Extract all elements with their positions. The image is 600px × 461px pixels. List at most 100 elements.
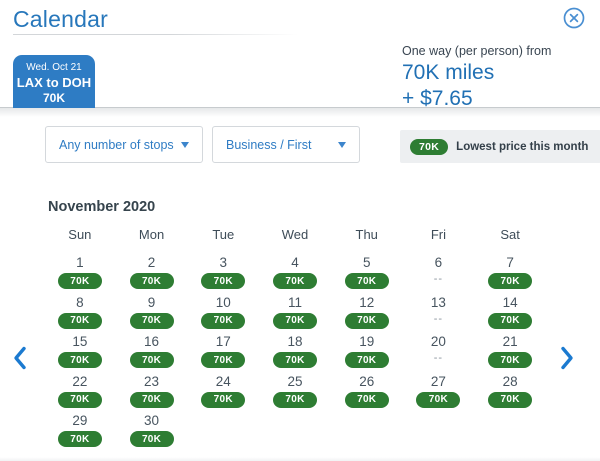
day-number: 7 bbox=[506, 255, 514, 270]
calendar-day-cell[interactable]: 25 70K bbox=[259, 374, 331, 414]
calendar-day-cell[interactable]: 28 70K bbox=[474, 374, 546, 414]
price-badge: 70K bbox=[201, 273, 246, 289]
previous-month-button[interactable] bbox=[11, 345, 29, 371]
day-header: Tue bbox=[212, 227, 235, 242]
chevron-down-icon bbox=[181, 141, 189, 148]
price-badge: 70K bbox=[129, 391, 174, 408]
next-month-button[interactable] bbox=[558, 345, 576, 371]
day-number: 30 bbox=[144, 413, 160, 428]
calendar-day-cell: 20 -- bbox=[403, 334, 475, 374]
calendar-day-cell[interactable]: 15 70K bbox=[44, 334, 116, 374]
day-number: 20 bbox=[430, 334, 446, 349]
chevron-down-icon bbox=[338, 141, 346, 148]
calendar-day-cell[interactable]: 12 70K bbox=[331, 295, 403, 335]
calendar-day-cell[interactable]: 3 70K bbox=[187, 255, 259, 295]
calendar-day-cell[interactable]: 11 70K bbox=[259, 295, 331, 335]
calendar-day-cell[interactable]: 27 70K bbox=[403, 374, 475, 414]
calendar-day-cell[interactable]: 16 70K bbox=[116, 334, 188, 374]
stops-dropdown[interactable]: Any number of stops bbox=[45, 126, 203, 163]
price-badge: 70K bbox=[488, 391, 533, 408]
trip-tab-route: LAX to DOH bbox=[16, 75, 92, 90]
price-badge: 70K bbox=[201, 352, 246, 368]
price-badge: 70K bbox=[129, 312, 174, 329]
calendar-day-cell[interactable]: 26 70K bbox=[331, 374, 403, 414]
day-number: 23 bbox=[144, 373, 160, 389]
calendar-day-cell[interactable]: 30 70K bbox=[116, 413, 188, 453]
chevron-right-icon bbox=[558, 346, 576, 375]
day-number: 22 bbox=[72, 373, 88, 389]
days-grid: 1 70K 2 70K 3 70K 4 70K 5 70K 6 -- 7 70K 8 70K 9 70K 10 70K… bbox=[44, 255, 546, 453]
day-number: 14 bbox=[502, 294, 518, 310]
price-badge: 70K bbox=[272, 273, 317, 289]
day-header: Wed bbox=[281, 227, 309, 242]
price-summary-fees: + $7.65 bbox=[402, 87, 473, 110]
day-number: 17 bbox=[215, 334, 231, 349]
day-number: 27 bbox=[430, 373, 446, 389]
price-badge: 70K bbox=[57, 352, 102, 368]
cabin-dropdown[interactable]: Business / First bbox=[212, 126, 360, 163]
calendar-day-cell[interactable]: 18 70K bbox=[259, 334, 331, 374]
day-number: 6 bbox=[434, 255, 443, 270]
calendar-day-cell: 13 -- bbox=[403, 295, 475, 335]
close-button[interactable] bbox=[562, 6, 586, 30]
day-number: 11 bbox=[287, 294, 302, 310]
cabin-dropdown-value: Business / First bbox=[226, 137, 312, 152]
calendar-day-cell[interactable]: 8 70K bbox=[44, 295, 116, 335]
price-summary: One way (per person) from 70K miles + $7… bbox=[402, 44, 551, 111]
day-number: 2 bbox=[147, 255, 156, 270]
calendar-day-cell[interactable]: 5 70K bbox=[331, 255, 403, 295]
day-number: 12 bbox=[359, 294, 375, 310]
day-number: 25 bbox=[287, 373, 303, 389]
day-number: 21 bbox=[502, 334, 518, 349]
day-number: 5 bbox=[362, 255, 371, 270]
lowest-price-legend: 70K Lowest price this month bbox=[400, 130, 600, 163]
legend-label: Lowest price this month bbox=[456, 140, 589, 153]
day-number: 4 bbox=[291, 255, 299, 270]
day-number: 19 bbox=[359, 334, 375, 349]
price-badge: 70K bbox=[57, 431, 102, 447]
calendar-day-cell[interactable]: 22 70K bbox=[44, 374, 116, 414]
price-badge: 70K bbox=[201, 391, 246, 408]
calendar-day-cell[interactable]: 9 70K bbox=[116, 295, 188, 335]
trip-tab-date: Wed. Oct 21 bbox=[26, 62, 82, 73]
calendar-day-cell[interactable]: 10 70K bbox=[187, 295, 259, 335]
day-header: Sat bbox=[500, 227, 520, 242]
legend-price-badge: 70K bbox=[410, 138, 449, 155]
calendar-day-cell[interactable]: 24 70K bbox=[187, 374, 259, 414]
no-availability-dashes: -- bbox=[433, 273, 444, 285]
header-divider bbox=[0, 107, 600, 108]
header-divider-shadow bbox=[0, 108, 600, 117]
price-badge: 70K bbox=[344, 273, 389, 289]
day-number: 16 bbox=[144, 334, 160, 349]
price-badge: 70K bbox=[129, 352, 174, 368]
day-number: 18 bbox=[287, 334, 303, 349]
price-badge: 70K bbox=[344, 312, 389, 329]
no-availability-dashes: -- bbox=[433, 312, 444, 325]
calendar-day-cell[interactable]: 29 70K bbox=[44, 413, 116, 453]
calendar-day-cell[interactable]: 14 70K bbox=[474, 295, 546, 335]
calendar-day-cell[interactable]: 23 70K bbox=[116, 374, 188, 414]
calendar-day-cell[interactable]: 19 70K bbox=[331, 334, 403, 374]
calendar-day-cell[interactable]: 17 70K bbox=[187, 334, 259, 374]
price-badge: 70K bbox=[344, 391, 389, 408]
calendar-day-cell[interactable]: 4 70K bbox=[259, 255, 331, 295]
trip-tab-price: 70K bbox=[42, 91, 65, 105]
month-title: November 2020 bbox=[48, 199, 156, 215]
day-number: 28 bbox=[502, 373, 518, 389]
trip-tab[interactable]: Wed. Oct 21 LAX to DOH 70K bbox=[13, 55, 95, 108]
day-number: 29 bbox=[72, 413, 88, 428]
day-header: Mon bbox=[138, 227, 165, 242]
calendar-day-cell[interactable]: 2 70K bbox=[116, 255, 188, 295]
price-badge: 70K bbox=[57, 312, 102, 329]
price-badge: 70K bbox=[57, 391, 102, 408]
price-badge: 70K bbox=[488, 273, 533, 289]
page-title: Calendar bbox=[13, 6, 108, 32]
calendar-day-cell[interactable]: 7 70K bbox=[474, 255, 546, 295]
chevron-left-icon bbox=[11, 346, 29, 375]
day-number: 8 bbox=[76, 294, 84, 310]
calendar-day-cell[interactable]: 1 70K bbox=[44, 255, 116, 295]
price-badge: 70K bbox=[129, 431, 174, 447]
calendar-day-cell[interactable]: 21 70K bbox=[474, 334, 546, 374]
price-summary-miles: 70K miles bbox=[402, 61, 495, 84]
bottom-fade bbox=[0, 457, 600, 461]
